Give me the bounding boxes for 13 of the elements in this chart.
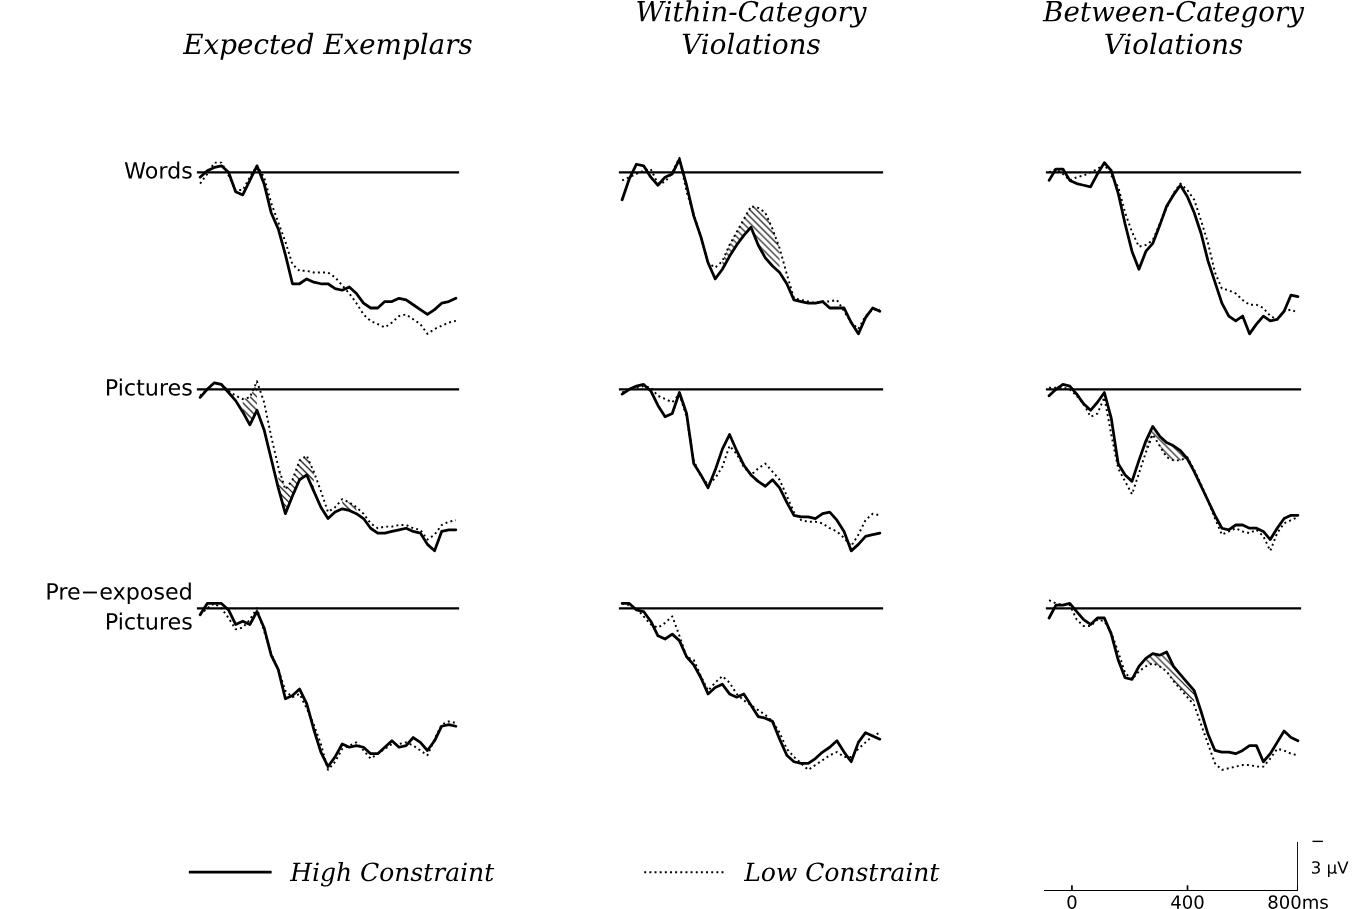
text: 0	[1067, 895, 1077, 909]
legend-label: High Constraint	[289, 861, 495, 887]
y-axis-title: Words	[124, 161, 192, 179]
y-axis-title: Pre−exposed Pictures	[47, 582, 192, 630]
text: 800ms	[1268, 895, 1328, 909]
legend-label: Low Constraint	[743, 862, 940, 882]
text: 400	[1171, 895, 1204, 909]
text: 3 µV	[1311, 861, 1349, 878]
text: −	[1312, 840, 1323, 843]
y-axis-title: Pictures	[107, 378, 192, 396]
chart-title: Between-Category Violations	[1042, 0, 1305, 55]
chart-title: Expected Exemplars	[182, 32, 472, 60]
chart-title: Within-Category Violations	[637, 0, 867, 55]
